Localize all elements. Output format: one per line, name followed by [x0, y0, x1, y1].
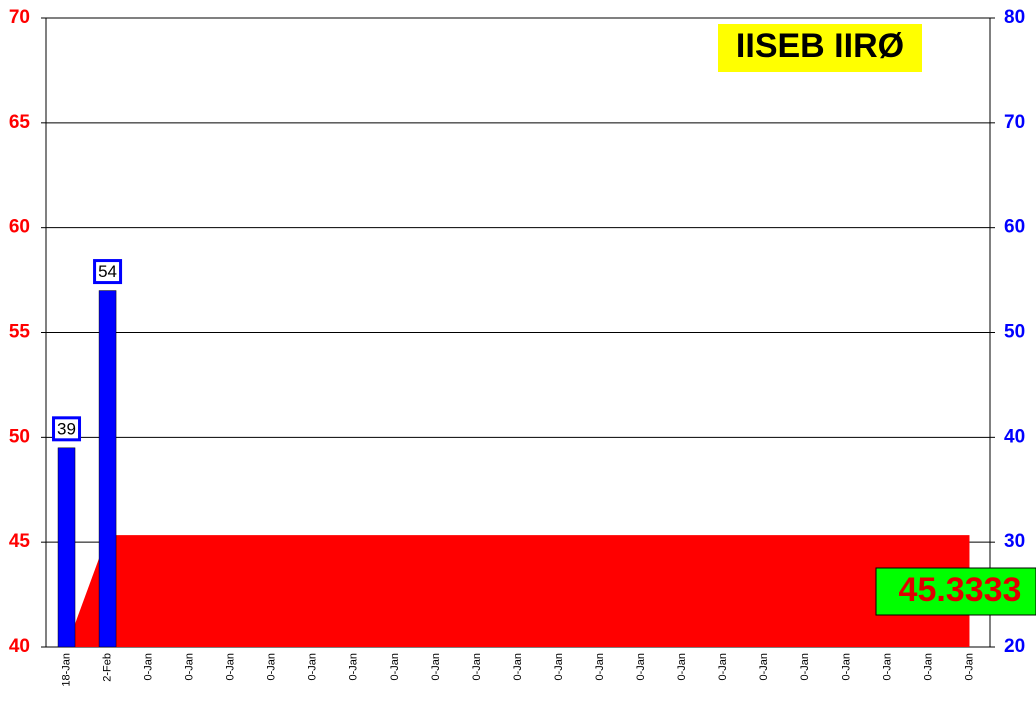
x-tick-label: 0-Jan — [553, 653, 565, 681]
y2-tick-label: 80 — [1004, 7, 1025, 28]
x-tick-label: 0-Jan — [758, 653, 770, 681]
x-tick-label: 0-Jan — [717, 653, 729, 681]
x-tick-label: 0-Jan — [430, 653, 442, 681]
y-tick-label: 45 — [9, 531, 31, 552]
bar — [57, 447, 76, 648]
y-tick-label: 60 — [9, 217, 30, 238]
x-tick-label: 18-Jan — [60, 653, 72, 687]
chart-title: IISEB IIRØ — [736, 27, 904, 65]
x-tick-label: 0-Jan — [594, 653, 606, 681]
data-label-box — [52, 416, 82, 442]
y2-tick-label: 40 — [1004, 426, 1025, 447]
x-tick-label: 0-Jan — [143, 653, 155, 681]
title-box — [718, 24, 922, 72]
x-tick-label: 2-Feb — [101, 653, 113, 682]
x-tick-label: 0-Jan — [799, 653, 811, 681]
annotation: 45.3333 — [899, 571, 1022, 609]
data-label-box — [93, 259, 123, 285]
x-tick-label: 0-Jan — [307, 653, 319, 681]
x-tick-label: 0-Jan — [635, 653, 647, 681]
y2-tick-label: 70 — [1004, 112, 1025, 133]
y2-tick-label: 20 — [1004, 636, 1025, 657]
x-tick-label: 0-Jan — [512, 653, 524, 681]
data-label: 54 — [98, 262, 117, 281]
x-tick-label: 0-Jan — [389, 653, 401, 681]
x-tick-label: 0-Jan — [922, 653, 934, 681]
bar — [98, 290, 117, 648]
y-tick-label: 50 — [9, 426, 30, 447]
data-label: 39 — [57, 419, 76, 438]
area — [66, 535, 970, 647]
x-tick-label: 0-Jan — [881, 653, 893, 681]
x-tick-label: 0-Jan — [184, 653, 196, 681]
y-tick-label: 40 — [9, 636, 30, 657]
x-tick-label: 0-Jan — [840, 653, 852, 681]
marks: 39 54 — [52, 259, 970, 648]
y2-tick-label: 60 — [1004, 217, 1025, 238]
x-tick-label: 0-Jan — [266, 653, 278, 681]
x-tick-label: 0-Jan — [963, 653, 975, 681]
x-tick-label: 0-Jan — [225, 653, 237, 681]
y-tick-label: 70 — [9, 7, 30, 28]
y-tick-label: 55 — [9, 322, 31, 343]
annotation-box — [875, 567, 1036, 616]
y2-tick-label: 30 — [1004, 531, 1025, 552]
x-tick-label: 0-Jan — [348, 653, 360, 681]
x-tick-label: 0-Jan — [676, 653, 688, 681]
x-tick-label: 0-Jan — [471, 653, 483, 681]
y2-tick-label: 50 — [1004, 322, 1025, 343]
y-tick-label: 65 — [9, 112, 31, 133]
